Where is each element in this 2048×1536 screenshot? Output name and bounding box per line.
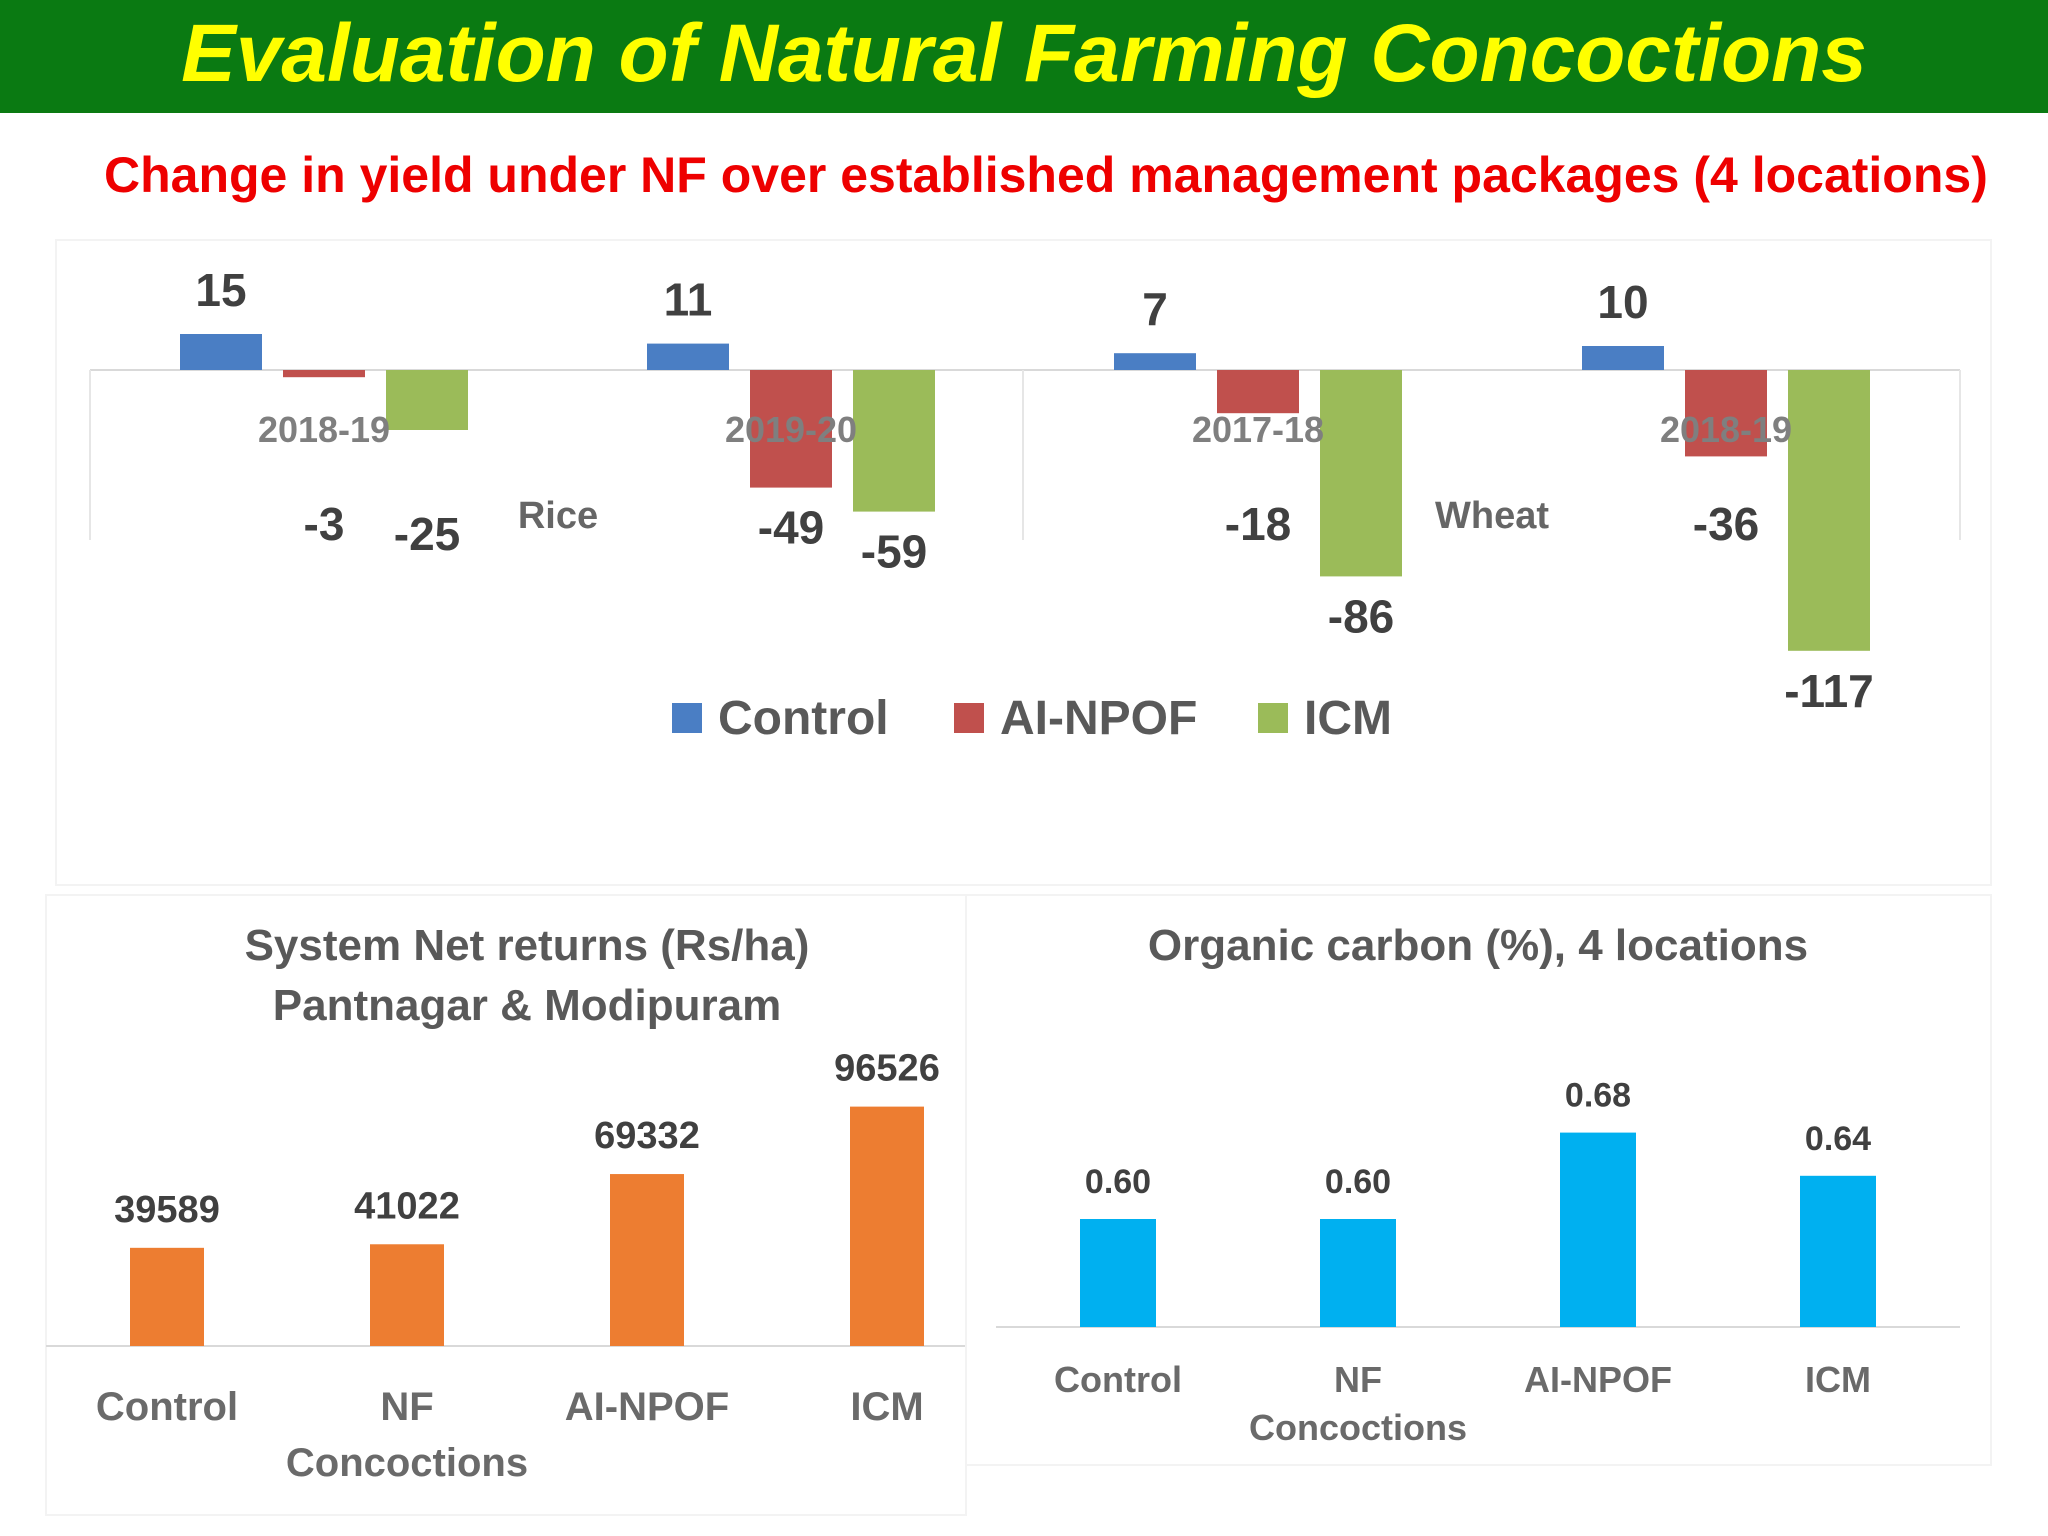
period-label-4: 2018-19 xyxy=(1660,409,1792,450)
returns-data-label-1: 39589 xyxy=(114,1189,220,1231)
carbon-data-label-2: 0.60 xyxy=(1325,1163,1391,1201)
data-label-icm-1: -25 xyxy=(394,508,460,560)
returns-bar-2 xyxy=(370,1244,444,1346)
data-label-control-4: 10 xyxy=(1597,276,1648,328)
data-label-ai-npof-1: -3 xyxy=(304,498,345,550)
legend-label-control: Control xyxy=(718,692,889,745)
period-label-2: 2019-20 xyxy=(725,409,857,450)
data-label-ai-npof-2: -49 xyxy=(758,502,824,554)
carbon-title: Organic carbon (%), 4 locations xyxy=(1148,921,1808,970)
returns-category-label-1: Control xyxy=(96,1385,238,1429)
bar-ai-npof-2 xyxy=(750,370,832,488)
returns-title: System Net returns (Rs/ha) xyxy=(245,921,810,970)
data-label-icm-4: -117 xyxy=(1784,665,1874,717)
bar-ai-npof-4 xyxy=(1685,370,1767,457)
carbon-data-label-1: 0.60 xyxy=(1085,1163,1151,1201)
data-label-icm-2: -59 xyxy=(861,526,927,578)
carbon-bar-2 xyxy=(1320,1219,1396,1327)
carbon-category-label-1: Control xyxy=(1054,1359,1182,1400)
data-label-ai-npof-4: -36 xyxy=(1693,498,1759,550)
bar-icm-2 xyxy=(853,370,935,512)
bar-ai-npof-3 xyxy=(1217,370,1299,414)
returns-subtitle: Pantnagar & Modipuram xyxy=(273,981,782,1030)
returns-category-label-2-1: NF xyxy=(380,1385,433,1429)
legend-swatch-control xyxy=(672,703,702,733)
net-returns-chart: System Net returns (Rs/ha) Pantnagar & Mo… xyxy=(45,894,967,1516)
returns-category-label-2-2: Concoctions xyxy=(286,1441,528,1485)
returns-category-label-4: ICM xyxy=(850,1385,923,1429)
data-label-control-3: 7 xyxy=(1142,283,1168,335)
legend-swatch-icm xyxy=(1258,703,1288,733)
crop-label-wheat: Wheat xyxy=(1435,495,1549,537)
carbon-category-label-3: AI-NPOF xyxy=(1524,1359,1672,1400)
returns-bar-1 xyxy=(130,1247,204,1346)
page-subtitle: Change in yield under NF over establishe… xyxy=(104,147,1988,203)
data-label-control-1: 15 xyxy=(195,264,246,316)
returns-panel xyxy=(45,894,967,1516)
data-label-ai-npof-3: -18 xyxy=(1225,498,1291,550)
organic-carbon-chart: Organic carbon (%), 4 locations 0.60 Contr… xyxy=(965,894,1992,1466)
returns-bar-4 xyxy=(850,1106,924,1346)
carbon-category-label-2-2: Concoctions xyxy=(1249,1407,1467,1448)
yield-change-chart: 15 11 7 10 -3 -49 -18 -36 -25 -59 -86 -117 2018-19 20… xyxy=(55,239,1992,886)
legend-swatch-ai-npof xyxy=(954,703,984,733)
returns-data-label-2: 41022 xyxy=(354,1185,460,1227)
returns-data-label-3: 69332 xyxy=(594,1115,700,1157)
bar-control-4 xyxy=(1582,346,1664,370)
carbon-data-label-4: 0.64 xyxy=(1805,1120,1871,1158)
bar-control-3 xyxy=(1114,353,1196,370)
returns-category-label-3: AI-NPOF xyxy=(565,1385,729,1429)
bar-control-2 xyxy=(647,343,729,370)
carbon-bar-1 xyxy=(1080,1219,1156,1327)
bar-ai-npof-1 xyxy=(283,370,365,378)
crop-label-rice: Rice xyxy=(518,495,598,537)
period-label-1: 2018-19 xyxy=(258,409,390,450)
bar-control-1 xyxy=(180,334,262,370)
carbon-bar-4 xyxy=(1800,1175,1876,1327)
carbon-category-label-4: ICM xyxy=(1805,1359,1871,1400)
returns-bar-3 xyxy=(610,1174,684,1346)
legend-label-icm: ICM xyxy=(1304,692,1392,745)
carbon-data-label-3: 0.68 xyxy=(1565,1077,1631,1115)
bar-icm-1 xyxy=(386,370,468,430)
data-label-icm-3: -86 xyxy=(1328,590,1394,642)
yield-chart-panel xyxy=(55,239,1992,886)
carbon-bar-3 xyxy=(1560,1132,1636,1327)
period-label-3: 2017-18 xyxy=(1192,409,1324,450)
data-label-control-2: 11 xyxy=(664,274,713,326)
page-title: Evaluation of Natural Farming Concoction… xyxy=(181,8,1867,99)
title-bar: Evaluation of Natural Farming Concoction… xyxy=(0,0,2048,113)
bar-icm-4 xyxy=(1788,370,1870,651)
carbon-category-label-2-1: NF xyxy=(1334,1359,1382,1400)
returns-data-label-4: 96526 xyxy=(834,1048,940,1090)
bar-icm-3 xyxy=(1320,370,1402,577)
legend-label-ai-npof: AI-NPOF xyxy=(1000,692,1197,745)
